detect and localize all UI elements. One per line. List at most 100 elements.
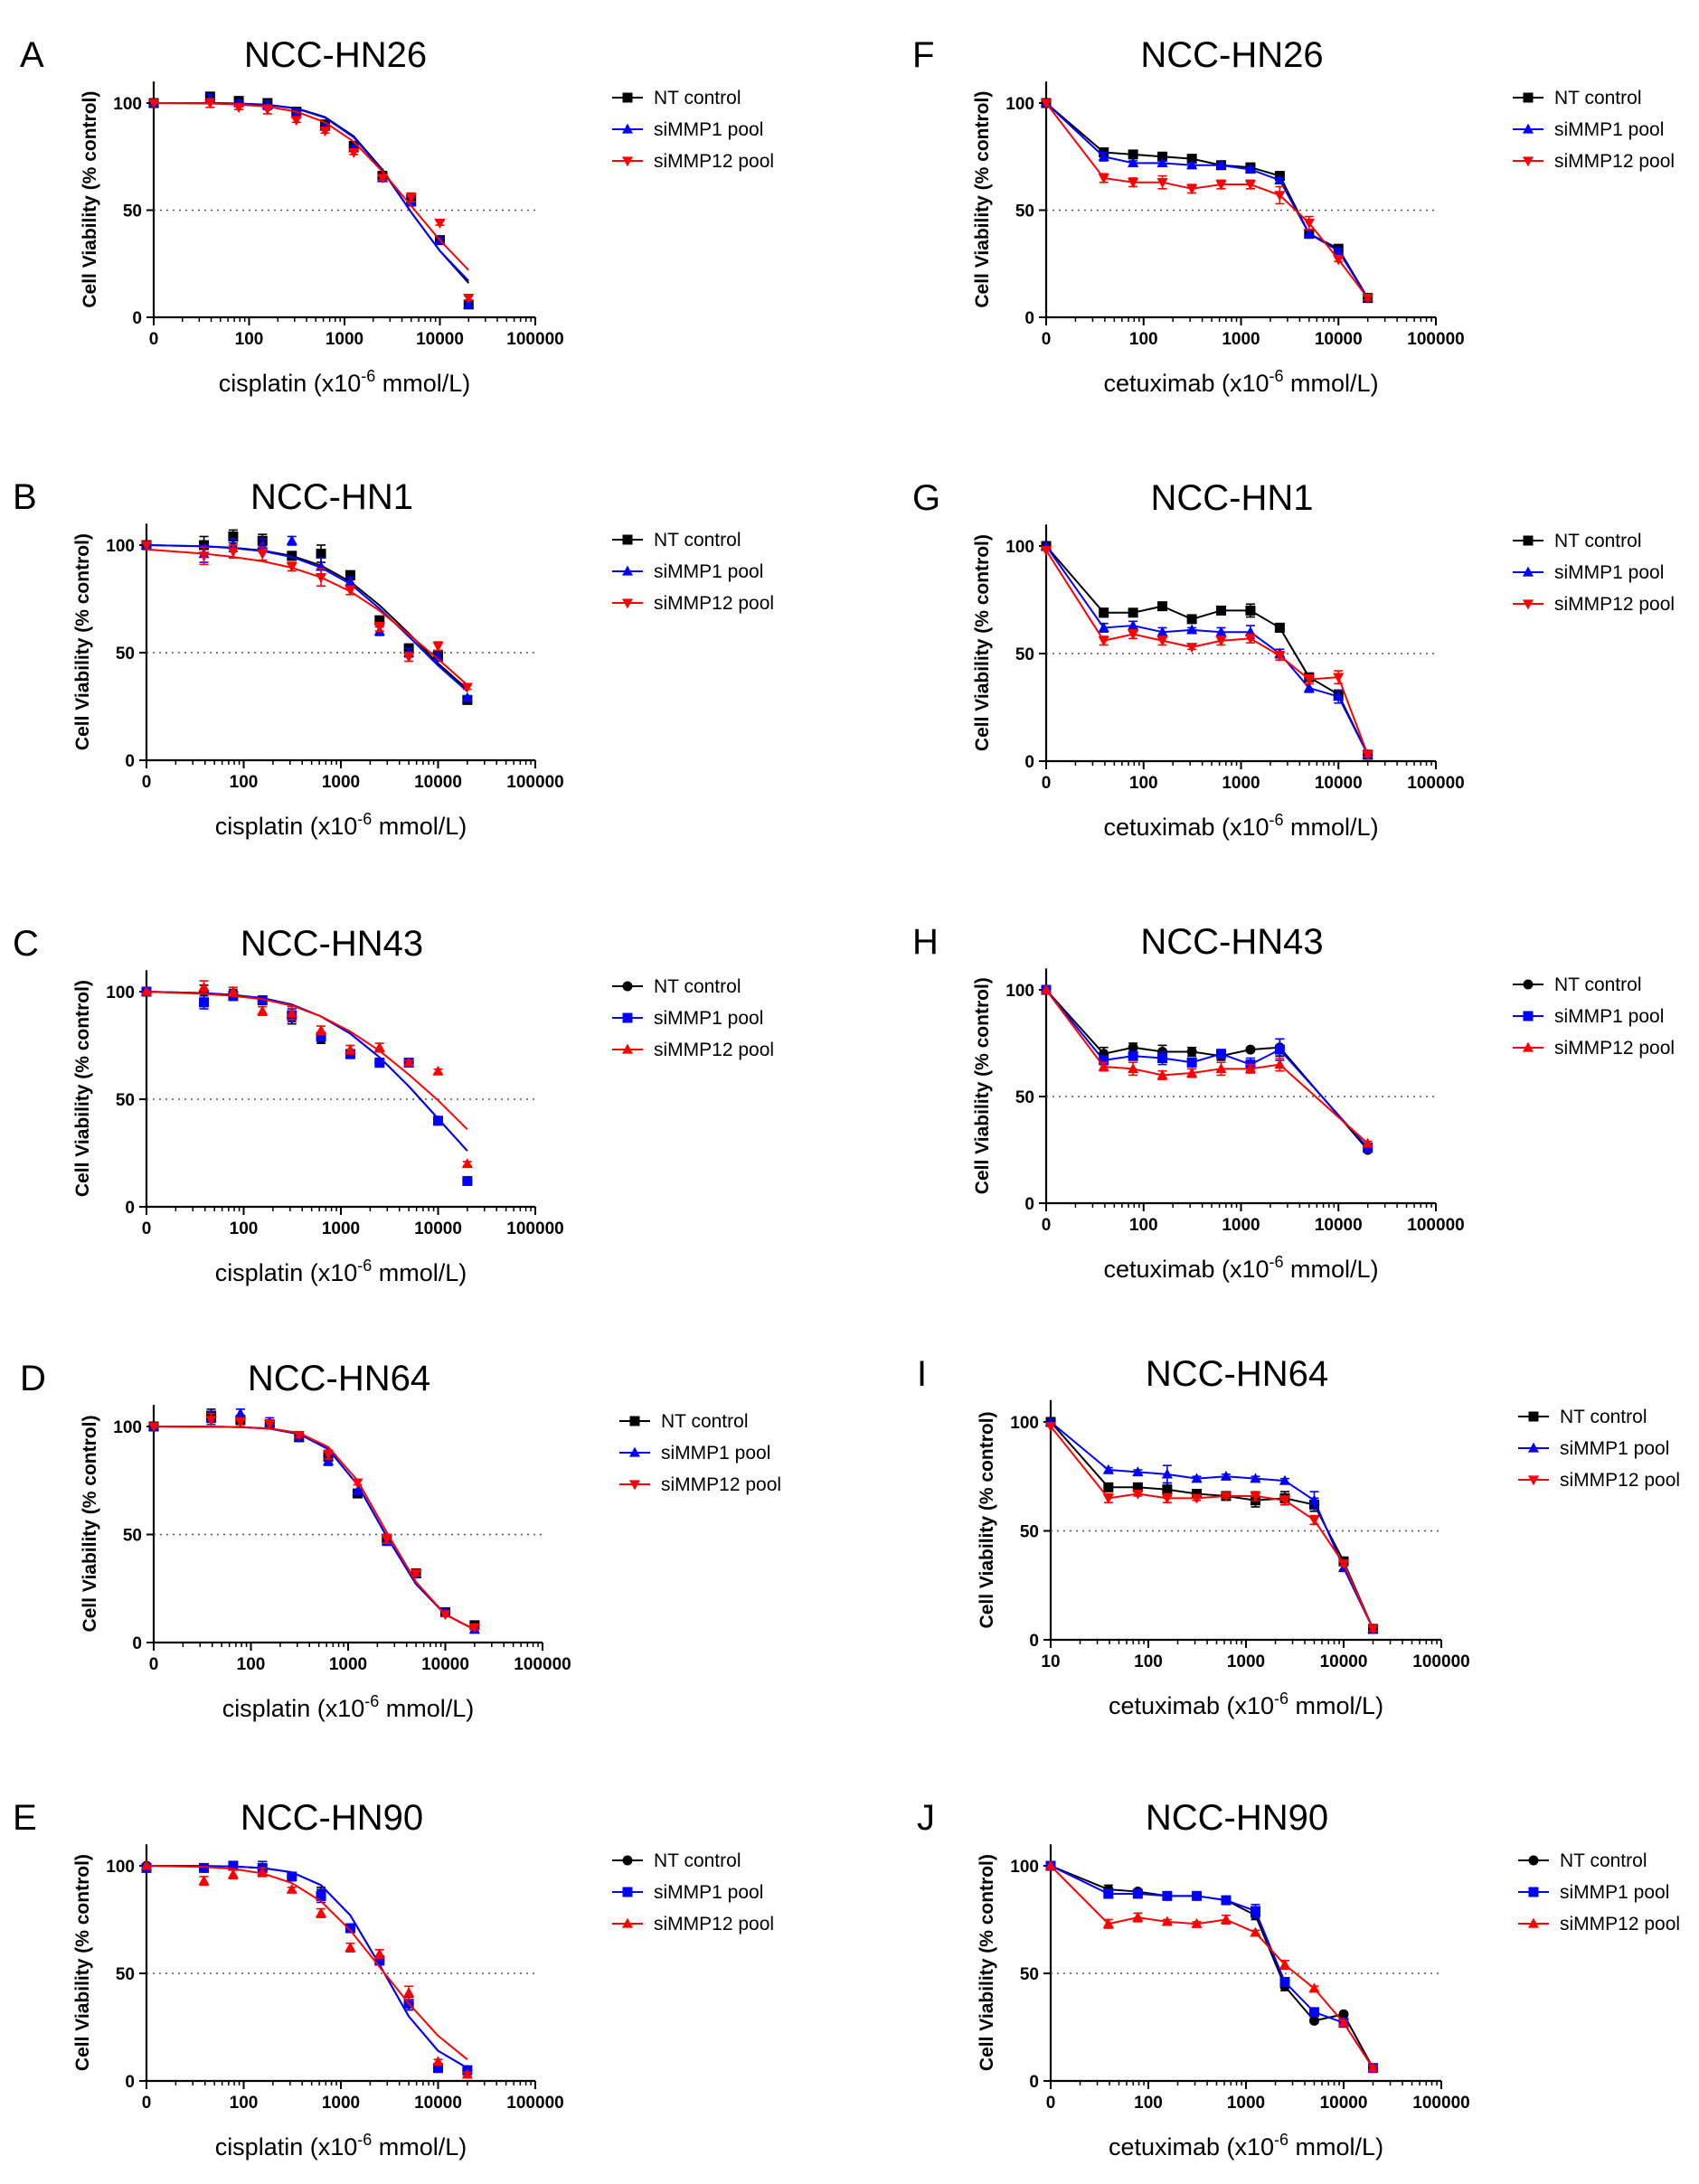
fit-curve-simmp12-pool xyxy=(146,548,468,686)
legend-label: NT control xyxy=(1560,1850,1647,1871)
series-line-simmp1-pool xyxy=(1050,1421,1374,1630)
data-point xyxy=(1161,1468,1173,1479)
series-nt-control xyxy=(148,91,474,310)
data-point xyxy=(1191,1917,1203,1928)
x-tick-label: 100 xyxy=(1129,774,1158,793)
y-tick-label: 100 xyxy=(106,1858,135,1877)
data-point xyxy=(461,1158,473,1169)
fit-curve-nt-control xyxy=(154,102,470,284)
x-axis-label-exponent: -6 xyxy=(357,1257,372,1275)
data-point xyxy=(1098,636,1109,647)
x-tick-label: 1000 xyxy=(1227,2094,1265,2113)
data-point xyxy=(316,1890,326,1901)
data-point xyxy=(1279,1977,1290,1988)
x-tick-label: 0 xyxy=(1042,1216,1052,1235)
x-tick-label: 100 xyxy=(1134,1652,1163,1671)
x-axis-label-drug: cisplatin xyxy=(215,2133,304,2160)
legend-marker xyxy=(1523,535,1534,546)
data-point xyxy=(1215,626,1227,636)
legend-marker xyxy=(1528,1887,1539,1897)
x-axis-label-unit-prefix: (x10 xyxy=(303,2133,357,2160)
x-axis-label-exponent: -6 xyxy=(357,2131,372,2149)
legend-item: NT control xyxy=(1513,88,1641,108)
data-point xyxy=(1186,614,1197,625)
series-simmp12-pool xyxy=(147,1412,480,1633)
data-point xyxy=(204,99,216,109)
data-point xyxy=(316,1031,326,1042)
x-tick-label: 10000 xyxy=(414,773,462,792)
panel-d: D NCC-HN64 Cell Viability (% control) 0 50 10… xyxy=(20,1359,781,1722)
x-tick-label: 10000 xyxy=(1315,774,1363,793)
data-point xyxy=(1128,1050,1138,1061)
data-point xyxy=(264,1419,276,1430)
x-axis-label: cisplatin (x10-6 mmol/L) xyxy=(215,2131,467,2160)
panel-letter: D xyxy=(20,1359,46,1398)
y-tick-label: 0 xyxy=(125,752,135,771)
x-axis-label-drug: cetuximab xyxy=(1103,814,1214,841)
data-point xyxy=(1040,984,1052,994)
data-point xyxy=(1221,1895,1232,1906)
y-tick-label: 100 xyxy=(106,984,135,1003)
x-axis-label-exponent: -6 xyxy=(364,1692,379,1710)
y-tick-label: 0 xyxy=(1029,1632,1039,1651)
legend-marker xyxy=(1528,1855,1539,1866)
legend-item: siMMP12 pool xyxy=(1513,1038,1675,1059)
data-point xyxy=(316,1024,327,1035)
y-tick-label: 0 xyxy=(1024,753,1034,772)
data-point xyxy=(1279,1959,1291,1970)
legend-label: siMMP12 pool xyxy=(654,593,774,614)
fit-curve-nt-control xyxy=(146,1865,468,2069)
panel-letter: F xyxy=(912,35,934,75)
y-tick-label: 50 xyxy=(116,1965,135,1984)
data-point xyxy=(1274,174,1286,184)
fit-curve-simmp12-pool xyxy=(146,1865,468,2060)
data-point xyxy=(205,1416,217,1426)
x-axis-label-unit: mmol/L) xyxy=(1288,2133,1383,2160)
data-point xyxy=(1156,178,1168,189)
data-point xyxy=(286,534,297,545)
data-point xyxy=(1103,1482,1114,1492)
panel-letter: E xyxy=(13,1798,37,1838)
data-point xyxy=(1132,1482,1143,1492)
legend-label: siMMP1 pool xyxy=(1560,1438,1669,1459)
data-point xyxy=(1215,636,1227,647)
y-axis-label: Cell Viability (% control) xyxy=(977,1854,997,2071)
legend-marker xyxy=(622,1887,633,1897)
x-axis-label-unit-prefix: (x10 xyxy=(1220,2133,1274,2160)
panel-title: NCC-HN43 xyxy=(241,924,423,964)
data-point xyxy=(257,1866,269,1877)
series-line-simmp12-pool xyxy=(1045,550,1369,756)
legend-marker xyxy=(1523,1011,1534,1021)
data-point xyxy=(227,547,239,558)
series-nt-control xyxy=(1045,1417,1379,1634)
legend-label: siMMP1 pool xyxy=(1554,119,1664,140)
x-axis-label: cisplatin (x10-6 mmol/L) xyxy=(215,1257,467,1286)
panel-title: NCC-HN1 xyxy=(250,477,413,517)
y-axis-label: Cell Viability (% control) xyxy=(80,1416,100,1633)
legend-item: NT control xyxy=(1513,531,1641,551)
data-point xyxy=(199,1862,210,1873)
series-simmp1-pool xyxy=(1040,97,1373,303)
legend: NT control siMMP1 pool siMMP12 pool xyxy=(612,530,774,614)
x-tick-label: 100000 xyxy=(506,1219,563,1238)
panel-b: B NCC-HN1 Cell Viability (% control) 0 50 100… xyxy=(13,477,774,840)
panel-title: NCC-HN26 xyxy=(1140,35,1323,75)
series-nt-control xyxy=(141,529,473,705)
data-point xyxy=(1102,1464,1114,1474)
x-tick-label: 100000 xyxy=(1412,2094,1469,2113)
x-axis-label-unit-prefix: (x10 xyxy=(1220,1692,1274,1719)
data-point xyxy=(1220,1914,1232,1925)
data-point xyxy=(1333,255,1345,266)
panel-h: H NCC-HN43 Cell Viability (% control) 0 50 10… xyxy=(912,922,1675,1283)
legend-item: NT control xyxy=(1518,1407,1647,1427)
legend-label: siMMP12 pool xyxy=(654,151,774,172)
x-axis-label-unit: mmol/L) xyxy=(372,813,467,840)
x-axis-label-drug: cetuximab xyxy=(1103,370,1214,397)
data-point xyxy=(1161,1493,1173,1504)
y-tick-label: 100 xyxy=(106,537,135,556)
data-point xyxy=(1156,626,1168,636)
data-point xyxy=(257,549,269,560)
data-point xyxy=(373,1948,385,1959)
data-point xyxy=(234,1407,246,1418)
